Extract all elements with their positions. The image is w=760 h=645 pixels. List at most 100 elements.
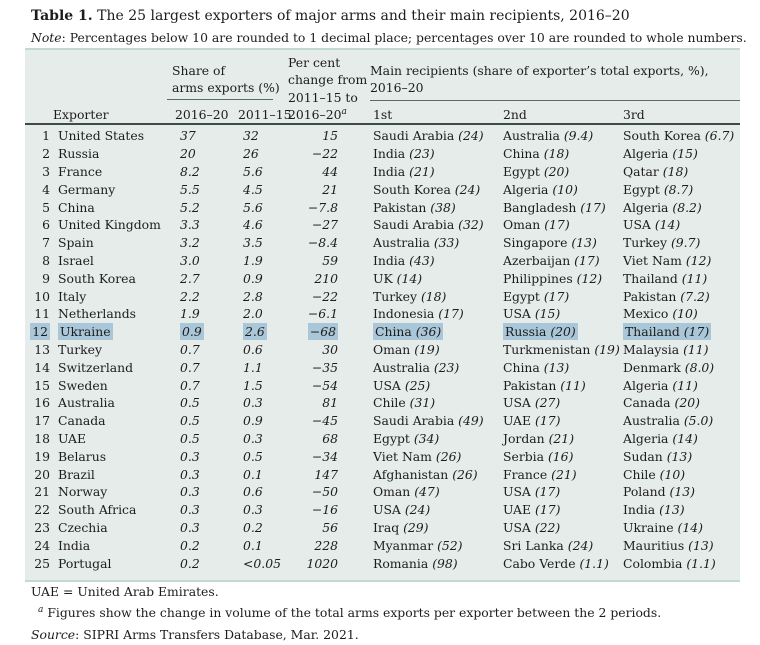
recipient-1-cell: UK (14)	[340, 269, 503, 287]
share-2011-15-cell: 5.6	[243, 199, 263, 215]
recipient-share: (18)	[658, 163, 689, 179]
recipient-name: Indonesia	[373, 306, 435, 322]
recipient-2-cell: USA (17)	[503, 483, 623, 501]
source-note: Source: SIPRI Arms Transfers Database, M…	[31, 627, 359, 642]
recipient-name: UK	[373, 270, 393, 286]
recipient-name: Pakistan	[373, 199, 427, 215]
recipient-share: (17)	[570, 252, 600, 268]
share-2016-20-cell: 2.7	[180, 270, 200, 286]
recipient-3-cell: Algeria (11)	[623, 376, 740, 394]
recipient-name: Cabo Verde	[503, 555, 576, 571]
recipient-name: Malaysia	[623, 341, 680, 357]
recipients-group-line2: 2016–20	[370, 80, 424, 95]
recipient-name: India	[373, 146, 406, 162]
recipient-share: (18)	[539, 146, 570, 162]
pct-change-cell: −6.1	[307, 306, 338, 322]
recipient-share: (43)	[405, 252, 435, 268]
pct-change-cell: −27	[311, 217, 338, 233]
share-2011-15-cell: 2.8	[243, 288, 263, 304]
recipient-name: USA	[373, 377, 401, 393]
recipient-share: (11)	[679, 341, 709, 357]
recipient-1-cell: Australia (23)	[340, 358, 503, 376]
recipient-1-cell: Indonesia (17)	[340, 305, 503, 323]
recipient-name: Chile	[623, 466, 656, 482]
exporter-cell: India	[58, 537, 91, 553]
recipient-share: (32)	[454, 217, 484, 233]
recipient-name: Saudi Arabia	[373, 217, 455, 233]
recipient-share: (22)	[530, 519, 561, 535]
recipient-name: Mauritius	[623, 537, 685, 553]
recipient-3-cell: Malaysia (11)	[623, 341, 740, 359]
recipient-share: (17)	[531, 502, 561, 518]
rank-cell: 16	[34, 395, 50, 411]
source-label: Source	[31, 627, 76, 642]
recipient-share: (13)	[662, 448, 693, 464]
recipient-name: Egypt	[503, 163, 540, 179]
table-row: 9 South Korea 2.7 0.9 210 UK (14) Philippines …	[25, 269, 740, 287]
pct-change-cell: −8.4	[307, 235, 338, 251]
recipient-share: (24)	[450, 181, 481, 197]
share-2011-15-cell: 0.3	[243, 502, 263, 518]
share-2011-15-cell: 1.5	[243, 377, 263, 393]
table-row: 4 Germany 5.5 4.5 21 South Korea (24) Algeria …	[25, 180, 740, 198]
recipient-2-cell: Serbia (16)	[503, 447, 623, 465]
share-2016-20-cell: 0.3	[180, 466, 200, 482]
rank-cell: 13	[34, 341, 50, 357]
recipient-name: Azerbaijan	[503, 252, 571, 268]
share-2011-15-cell: 1.9	[243, 252, 263, 268]
col-header-1st: 1st	[373, 107, 393, 122]
share-2011-15-cell: 0.5	[243, 448, 263, 464]
pct-header-line3: 2011–15 to	[288, 89, 358, 105]
pct-change-cell: −50	[311, 484, 338, 500]
recipient-1-cell: Australia (33)	[340, 234, 503, 252]
share-2011-15-cell: 0.9	[243, 270, 263, 286]
recipient-share: (17)	[576, 199, 606, 215]
recipient-share: (5.0)	[679, 413, 714, 429]
recipient-share: (11)	[668, 377, 698, 393]
share-2016-20-cell: 0.5	[180, 395, 200, 411]
share-group-header: Share of arms exports (%)	[172, 62, 280, 96]
recipient-share: (21)	[544, 430, 575, 446]
share-2016-20-cell: 0.7	[180, 341, 200, 357]
rank-cell: 25	[34, 555, 50, 571]
recipient-share: (17)	[540, 217, 570, 233]
recipient-3-cell: USA (14)	[623, 216, 740, 234]
table-row: 6 United Kingdom 3.3 4.6 −27 Saudi Arabia (32…	[25, 216, 740, 234]
recipient-3-cell: Mauritius (13)	[623, 536, 740, 554]
recipient-name: Russia	[505, 324, 547, 340]
recipient-3-cell: Ukraine (14)	[623, 519, 740, 537]
pct-change-cell: 15	[322, 128, 338, 144]
recipient-name: USA	[623, 217, 651, 233]
recipient-3-cell: South Korea (6.7)	[623, 127, 740, 145]
recipient-name: Oman	[503, 217, 541, 233]
recipient-name: Algeria	[623, 377, 669, 393]
pct-change-cell: −22	[311, 146, 338, 162]
recipient-name: Algeria	[623, 146, 669, 162]
recipient-share: (8.2)	[668, 199, 702, 215]
recipient-1-cell: South Korea (24)	[340, 180, 503, 198]
footnote-marker: a	[341, 107, 347, 118]
recipient-name: Egypt	[373, 430, 410, 446]
recipient-3-cell: Colombia (1.1)	[623, 554, 740, 572]
recipient-2-cell: Egypt (17)	[503, 287, 623, 305]
rank-cell: 14	[34, 359, 50, 375]
recipient-name: Afghanistan	[373, 466, 449, 482]
share-2016-20-cell: 0.3	[180, 448, 200, 464]
pct-change-cell: −7.8	[307, 199, 338, 215]
table-note: Note: Percentages below 10 are rounded t…	[31, 30, 747, 45]
table-row: 10 Italy 2.2 2.8 −22 Turkey (18) Egypt (17) Pak…	[25, 287, 740, 305]
pct-change-cell: −34	[311, 448, 338, 464]
exporter-cell: Netherlands	[58, 306, 137, 322]
rank-cell: 23	[34, 519, 50, 535]
recipient-share: (13)	[655, 502, 685, 518]
table-row: 17 Canada 0.5 0.9 −45 Saudi Arabia (49) UAE (1…	[25, 412, 740, 430]
share-2016-20-cell: 3.0	[180, 252, 200, 268]
rank-cell: 2	[42, 146, 50, 162]
recipient-share: (52)	[433, 537, 463, 553]
recipient-share: (1.1)	[575, 555, 609, 571]
recipient-2-cell: Singapore (13)	[503, 234, 623, 252]
recipient-name: South Korea	[373, 181, 451, 197]
pct-change-cell: 59	[322, 252, 338, 268]
recipient-share: (16)	[544, 448, 574, 464]
